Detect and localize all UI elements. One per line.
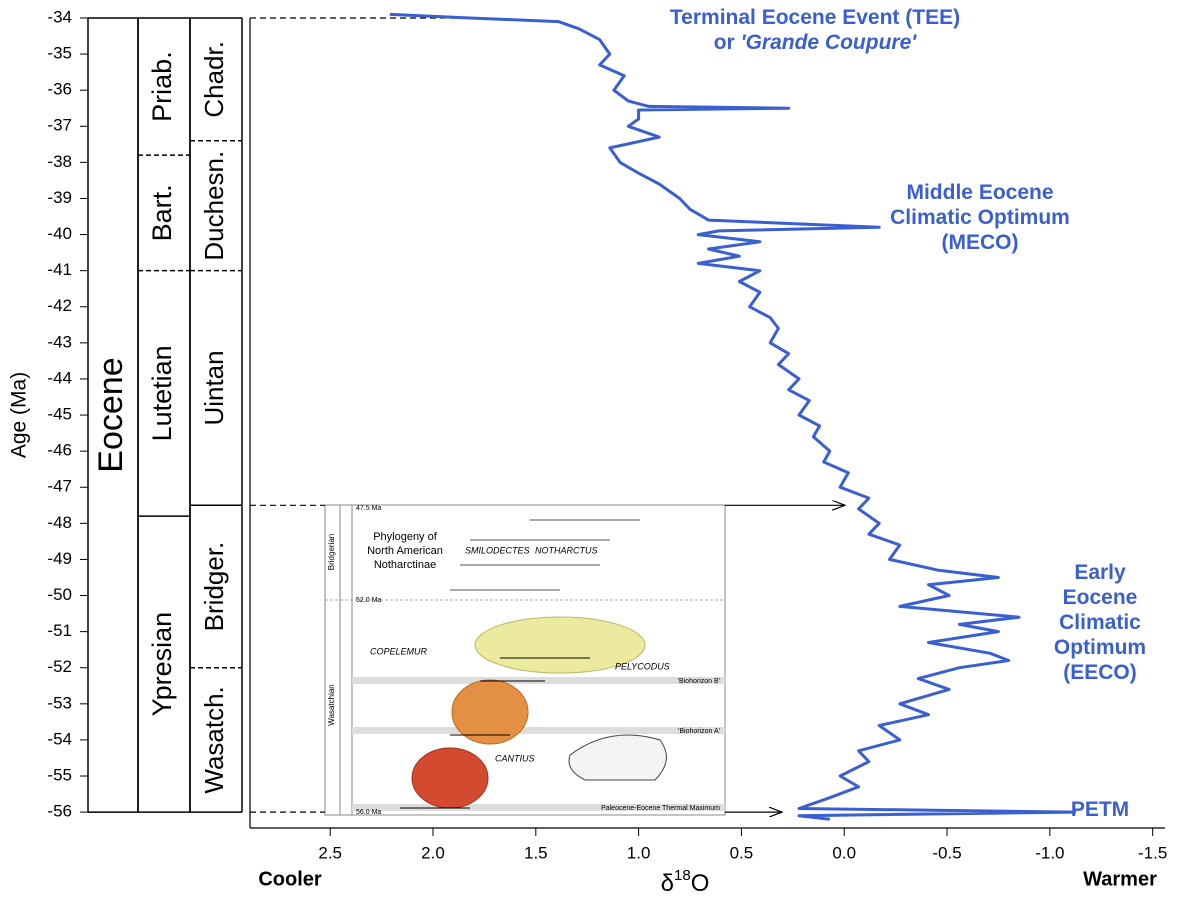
y-tick-label: -43 bbox=[47, 332, 72, 351]
inset-title: Notharctinae bbox=[374, 559, 436, 571]
y-tick-label: -49 bbox=[47, 549, 72, 568]
y-tick-label: -48 bbox=[47, 513, 72, 532]
strat-unit-label: Uintan bbox=[199, 350, 229, 425]
x-tick-label: 0.5 bbox=[730, 843, 754, 862]
y-tick-label: -42 bbox=[47, 296, 72, 315]
annotation-part: Eocene bbox=[1063, 586, 1138, 609]
annotation: Early bbox=[1074, 561, 1126, 584]
x-tick-label: 0.0 bbox=[832, 843, 856, 862]
d18o-curve bbox=[389, 12, 1076, 821]
y-tick-label: -46 bbox=[47, 441, 72, 460]
y-tick-label: -41 bbox=[47, 260, 72, 279]
inset-cluster bbox=[451, 679, 529, 745]
y-tick-label: -37 bbox=[47, 116, 72, 135]
annotation-part: Climatic bbox=[1059, 611, 1141, 634]
inset-genus: NOTHARCTUS bbox=[535, 545, 598, 555]
strat-unit-label: Lutetian bbox=[147, 345, 177, 441]
annotation-part: Optimum bbox=[1054, 636, 1146, 659]
annotation: or 'Grande Coupure' bbox=[714, 31, 918, 54]
annotation: Optimum bbox=[1054, 636, 1146, 659]
strat-unit-label: Bart. bbox=[147, 184, 177, 241]
annotation: PETM bbox=[1071, 798, 1129, 821]
inset-stage: Wasatchian bbox=[327, 684, 336, 726]
annotation: (EECO) bbox=[1063, 661, 1137, 684]
x-tick-label: -1.5 bbox=[1138, 843, 1167, 862]
inset-horizon: 'Biohorizon B' bbox=[678, 678, 720, 685]
warmer-label: Warmer bbox=[1083, 868, 1157, 890]
inset-skull bbox=[568, 734, 667, 781]
inset-age: 52.0 Ma bbox=[356, 597, 381, 604]
y-tick-label: -39 bbox=[47, 188, 72, 207]
y-tick-label: -45 bbox=[47, 405, 72, 424]
x-tick-label: 2.0 bbox=[421, 843, 445, 862]
annotation-part: Early bbox=[1074, 561, 1126, 584]
y-tick-label: -51 bbox=[47, 621, 72, 640]
y-tick-label: -56 bbox=[47, 802, 72, 821]
y-tick-label: -34 bbox=[47, 7, 72, 26]
annotation: Terminal Eocene Event (TEE) bbox=[670, 6, 960, 29]
annotation-part: or bbox=[714, 31, 741, 54]
annotation: Climatic bbox=[1059, 611, 1141, 634]
annotation-part: Terminal Eocene Event (TEE) bbox=[670, 6, 960, 29]
inset-age: 47.5 Ma bbox=[356, 505, 381, 512]
annotation: Middle Eocene bbox=[906, 181, 1053, 204]
y-tick-label: -35 bbox=[47, 44, 72, 63]
inset-age: 56.0 Ma bbox=[356, 809, 381, 816]
annotation-part: 'Grande Coupure' bbox=[741, 31, 918, 54]
inset-title: North American bbox=[367, 545, 443, 557]
y-tick-label: -38 bbox=[47, 152, 72, 171]
inset-horizon: Paleocene-Eocene Thermal Maximum bbox=[601, 805, 720, 812]
y-axis-label: Age (Ma) bbox=[8, 372, 31, 458]
annotation-part: (EECO) bbox=[1063, 661, 1137, 684]
y-tick-label: -55 bbox=[47, 766, 72, 785]
inset-genus: COPELEMUR bbox=[370, 646, 428, 656]
strat-unit-label: Bridger. bbox=[199, 542, 229, 632]
y-tick-label: -47 bbox=[47, 477, 72, 496]
inset-figure: Phylogeny of North American Notharctinae 47… bbox=[324, 504, 726, 816]
x-label-part: δ bbox=[661, 870, 674, 897]
annotation-part: Climatic Optimum bbox=[890, 206, 1070, 229]
strat-unit-label: Duchesn. bbox=[199, 151, 229, 261]
inset-genus: PELYCODUS bbox=[615, 661, 670, 671]
inset-genus: SMILODECTES bbox=[465, 545, 530, 555]
x-axis-label: δ18O bbox=[661, 867, 710, 897]
strat-unit-label: Eocene bbox=[92, 357, 130, 472]
y-tick-label: -36 bbox=[47, 80, 72, 99]
inset-genus: CANTIUS bbox=[495, 753, 535, 763]
strat-unit-label: Ypresian bbox=[147, 612, 177, 717]
x-label-part: 18 bbox=[674, 867, 691, 884]
x-tick-label: -0.5 bbox=[932, 843, 961, 862]
inset-stage: Bridgerian bbox=[327, 534, 336, 570]
x-tick-label: 1.0 bbox=[627, 843, 651, 862]
y-tick-label: -54 bbox=[47, 729, 72, 748]
inset-horizon: 'Biohorizon A' bbox=[678, 728, 720, 735]
strat-unit-label: Chadr. bbox=[199, 41, 229, 118]
y-tick-label: -40 bbox=[47, 224, 72, 243]
strat-unit-label: Priab. bbox=[147, 51, 177, 122]
annotation: (MECO) bbox=[942, 231, 1019, 254]
y-tick-label: -53 bbox=[47, 693, 72, 712]
x-tick-label: 2.5 bbox=[318, 843, 342, 862]
y-tick-label: -44 bbox=[47, 368, 72, 387]
strat-unit-label: Wasatch. bbox=[199, 686, 229, 793]
cooler-label: Cooler bbox=[258, 868, 322, 890]
annotation: Climatic Optimum bbox=[890, 206, 1070, 229]
annotation: Eocene bbox=[1063, 586, 1138, 609]
annotation-part: PETM bbox=[1071, 798, 1129, 821]
y-tick-label: -50 bbox=[47, 585, 72, 604]
x-label-part: O bbox=[691, 870, 710, 897]
inset-band bbox=[352, 727, 725, 734]
x-tick-label: 1.5 bbox=[524, 843, 548, 862]
inset-band bbox=[352, 804, 725, 811]
inset-title: Phylogeny of bbox=[373, 531, 438, 543]
x-tick-label: -1.0 bbox=[1035, 843, 1064, 862]
annotation-part: Middle Eocene bbox=[906, 181, 1053, 204]
inset-cluster bbox=[411, 747, 489, 809]
y-tick-label: -52 bbox=[47, 657, 72, 676]
annotation-part: (MECO) bbox=[942, 231, 1019, 254]
inset-cluster bbox=[474, 616, 646, 674]
